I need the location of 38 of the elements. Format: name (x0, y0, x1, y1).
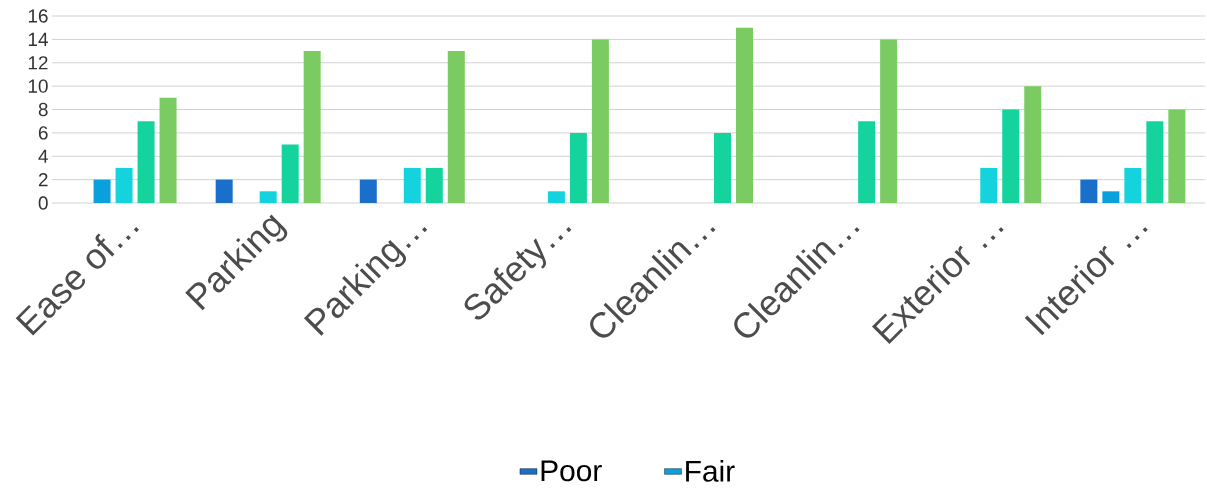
bar (1146, 121, 1164, 203)
bar (259, 191, 277, 203)
bar (858, 121, 876, 203)
bar (359, 179, 377, 203)
bar (159, 97, 177, 203)
y-tick-label: 14 (28, 32, 48, 46)
y-tick-label: 16 (28, 9, 48, 23)
y-tick-label: 0 (38, 196, 48, 210)
bar (1002, 109, 1020, 203)
bar (403, 167, 421, 203)
y-tick-label: 10 (28, 79, 48, 93)
y-tick-label: 6 (38, 126, 48, 140)
bar (569, 132, 587, 203)
bar (115, 167, 133, 203)
bar (281, 144, 299, 203)
legend-label: Fair (686, 459, 735, 482)
bar (215, 179, 233, 203)
bar (736, 27, 754, 203)
y-tick-label: 2 (38, 173, 48, 187)
bar (880, 39, 898, 203)
bar (1024, 86, 1042, 203)
legend-label: Poor (541, 460, 602, 482)
bar (1168, 109, 1186, 203)
bar (1124, 167, 1142, 203)
bar (303, 51, 321, 203)
bar (714, 132, 732, 203)
y-tick-label: 12 (28, 56, 48, 70)
bar (547, 191, 565, 203)
bar (1102, 191, 1120, 203)
bar (447, 51, 465, 203)
bar (1080, 179, 1098, 203)
bar (980, 167, 998, 203)
y-tick-label: 4 (38, 149, 48, 163)
bar (137, 121, 155, 203)
bar (591, 39, 609, 203)
bar (425, 167, 443, 203)
bar (93, 179, 111, 203)
y-tick-label: 8 (38, 102, 48, 117)
